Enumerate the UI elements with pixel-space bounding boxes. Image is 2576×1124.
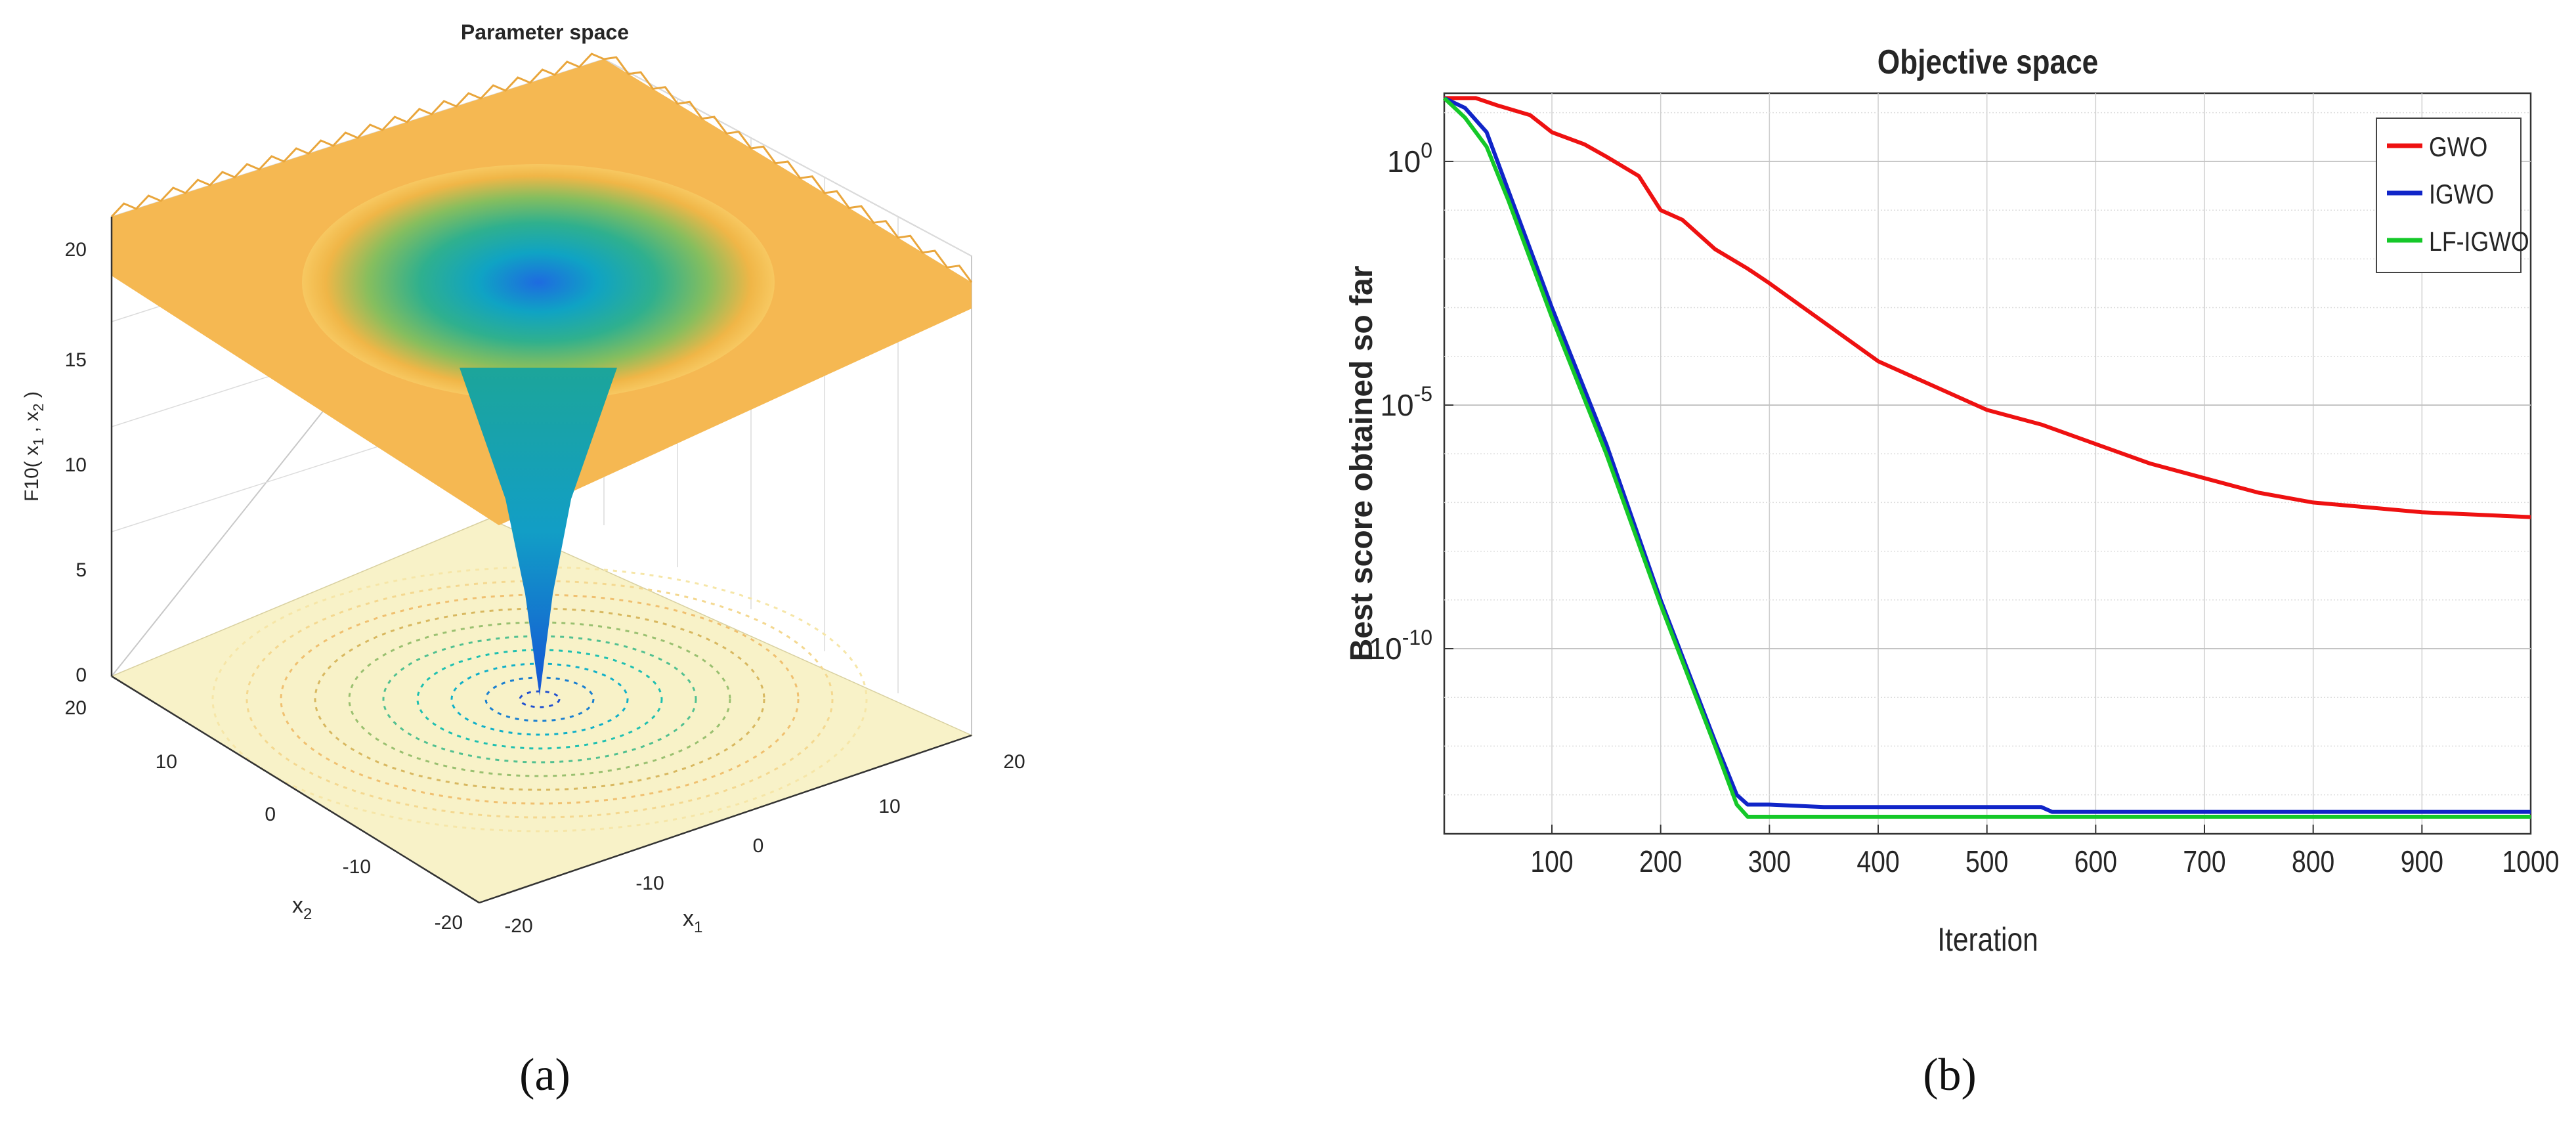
legend-label: LF-IGWO [2429,227,2529,257]
x-tick-label: 900 [2401,845,2443,879]
x1-axis-ticks: -20 -10 0 10 20 [504,751,1025,937]
legend-label: GWO [2429,132,2487,162]
surface-bowl [302,164,775,400]
series-lines [1442,96,2531,819]
front-axes [110,217,972,904]
y-tick-label: 10-5 [1380,382,1432,422]
contour-ring [348,621,731,777]
x2-tick-label: 0 [265,804,276,825]
x1-tick-label: 10 [878,796,900,817]
surface-panel: Parameter space 0 5 10 15 2 [21,20,1025,1100]
z-tick-label: 10 [65,454,87,476]
contour-ring [416,649,663,750]
caption-a: (a) [519,1050,570,1100]
plot-area [1443,92,2532,835]
x2-tick-label: 20 [65,697,87,719]
x2-tick-label: 10 [156,751,177,773]
surface-spike [460,368,617,696]
surface-plot [110,53,973,696]
contour-ring [314,607,765,791]
x1-tick-label: -10 [635,873,664,894]
x-tick-label: 100 [1530,845,1573,879]
series-line-igwo [1443,96,2531,814]
x1-tick-label: -20 [504,915,532,937]
x-tick-label: 500 [1965,845,2008,879]
series-line-gwo [1444,96,2531,519]
z-axis-ticks: 0 5 10 15 20 [65,239,87,686]
caption-b: (b) [1923,1050,1977,1100]
y-tick-label: 100 [1387,139,1432,179]
grid-line [603,58,972,257]
x-axis-ticks: 100 200 300 400 500 600 700 800 900 1000 [1530,825,2559,879]
x1-axis-label: x1 [683,906,702,936]
y-axis-label: Best score obtained so far [1344,266,1379,662]
x-tick-label: 1000 [2502,845,2560,879]
x-tick-label: 300 [1748,845,1791,879]
grid-lines [1444,93,2531,834]
x-tick-label: 800 [2292,845,2334,879]
line-panel: Objective space 100 200 300 400 500 600 700 800… [1344,43,2559,1100]
series-line-lf-igwo [1442,97,2531,819]
legend-label: IGWO [2429,179,2494,209]
x2-tick-label: -20 [435,912,463,934]
contour-ring [211,566,868,832]
z-tick-label: 0 [75,664,87,686]
x2-tick-label: -10 [343,856,371,878]
x-tick-label: 400 [1857,845,1899,879]
z-axis-label: F10( x1 , x2 ) [21,391,47,502]
x1-tick-label: 20 [1003,751,1025,773]
y-axis-ticks: 100 10-5 10-10 [1369,139,1453,666]
z-tick-label: 20 [65,239,87,261]
x-axis-label: Iteration [1937,921,2038,958]
y-tick-label: 10-10 [1369,626,1432,666]
x2-axis-label: x2 [292,893,312,923]
legend: GWO IGWO LF-IGWO [2376,118,2529,273]
x-tick-label: 600 [2074,845,2117,879]
x1-tick-label: 0 [753,835,764,857]
x-tick-label: 200 [1639,845,1682,879]
contour-ring [382,635,697,764]
surface-edge-teeth [110,53,973,283]
surface-title: Parameter space [461,20,629,44]
z-tick-label: 15 [65,349,87,371]
z-tick-label: 5 [75,559,87,581]
surface-rim [110,53,973,283]
chart-title: Objective space [1878,43,2099,81]
x-tick-label: 700 [2183,845,2225,879]
x2-axis-ticks: 20 10 0 -10 -20 [65,697,463,934]
